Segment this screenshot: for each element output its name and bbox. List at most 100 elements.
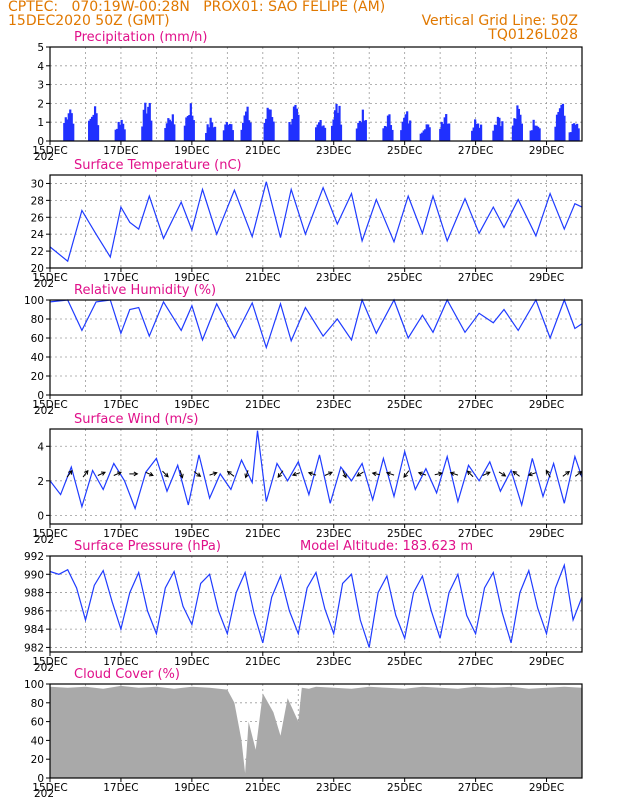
x-tick-label: 15DEC xyxy=(32,782,67,794)
precip-bar xyxy=(269,109,272,141)
precip-bar xyxy=(116,128,119,141)
wind-arrow xyxy=(434,472,443,476)
precip-bar xyxy=(147,106,150,141)
wind-arrow xyxy=(562,471,570,477)
precip-bar xyxy=(144,102,147,141)
precip-bar xyxy=(117,121,120,141)
precip-bar xyxy=(336,112,340,141)
series-line xyxy=(49,298,583,350)
precip-bar xyxy=(291,118,294,141)
precip-bar xyxy=(382,128,385,141)
x-tick-label: 27DEC xyxy=(458,782,493,794)
precip-bar xyxy=(495,124,498,141)
panel-frame xyxy=(49,555,583,653)
precip-bar xyxy=(403,117,406,141)
x-tick-label: 19DEC xyxy=(174,528,209,540)
y-tick-label: 4 xyxy=(37,441,44,453)
precip-bar xyxy=(288,122,291,141)
wind-arrow-head xyxy=(501,472,507,477)
wind-arrow-head xyxy=(133,471,139,477)
x-tick-label: 21DEC xyxy=(245,145,280,157)
y-tick-label: 986 xyxy=(24,606,44,618)
precip-bar xyxy=(268,109,271,141)
wind-arrow-head xyxy=(437,471,443,477)
precip-bar xyxy=(439,128,442,141)
precip-bar xyxy=(475,123,478,141)
series-line xyxy=(49,181,583,263)
panel-title: Surface Temperature (nC) xyxy=(74,158,242,173)
precip-bar xyxy=(339,124,343,141)
x-tick-label: 29DEC xyxy=(529,528,564,540)
x-tick-label: 25DEC xyxy=(387,528,422,540)
precip-bar xyxy=(271,117,274,141)
precip-bar xyxy=(477,123,480,141)
precip-bar xyxy=(520,123,523,141)
x-year-partial: 202 xyxy=(34,788,54,800)
precip-bar xyxy=(519,114,522,141)
wind-arrow-head xyxy=(196,472,202,477)
wind-arrow-head xyxy=(277,473,282,478)
y-tick-label: 0 xyxy=(37,390,44,402)
precip-bar xyxy=(72,123,75,141)
x-tick-label: 19DEC xyxy=(174,145,209,157)
precip-bar xyxy=(355,128,358,141)
panel-annotation: Model Altitude: 183.623 m xyxy=(300,539,473,554)
precip-bar xyxy=(224,124,227,141)
precip-bar xyxy=(440,121,443,141)
precip-bar xyxy=(323,127,327,141)
y-tick-label: 2 xyxy=(37,476,44,488)
precip-bar xyxy=(272,121,275,141)
y-tick-label: 100 xyxy=(24,295,44,307)
y-tick-label: 5 xyxy=(37,42,44,54)
precip-bar xyxy=(409,120,412,141)
x-tick-label: 21DEC xyxy=(245,528,280,540)
x-tick-label: 25DEC xyxy=(387,399,422,411)
precip-bar xyxy=(332,119,335,141)
precip-bar xyxy=(294,104,297,141)
wind-arrow xyxy=(498,471,506,477)
panel-frame xyxy=(49,174,583,269)
series-line xyxy=(49,562,583,648)
x-tick-label: 27DEC xyxy=(458,656,493,668)
y-tick-label: 26 xyxy=(31,212,45,224)
precip-bar xyxy=(228,123,231,141)
y-tick-label: 100 xyxy=(24,679,44,691)
precip-bar xyxy=(388,114,391,141)
precip-bar xyxy=(472,127,475,141)
wind-arrow-head xyxy=(100,471,106,476)
y-tick-label: 0 xyxy=(37,136,44,148)
precip-bar xyxy=(492,130,495,141)
wind-arrow xyxy=(418,472,427,476)
precip-bar xyxy=(69,109,72,141)
x-tick-label: 27DEC xyxy=(458,145,493,157)
wind-arrow xyxy=(372,472,381,476)
wind-arrow-head xyxy=(68,469,73,475)
precip-bar xyxy=(320,126,324,141)
x-year-partial: 202 xyxy=(34,534,54,546)
x-tick-label: 21DEC xyxy=(245,399,280,411)
panel-frame xyxy=(49,428,583,525)
wind-arrow-head xyxy=(403,473,408,478)
precip-bar xyxy=(171,114,174,141)
precip-bar xyxy=(568,132,571,141)
x-tick-label: 19DEC xyxy=(174,272,209,284)
precip-bar xyxy=(96,125,100,141)
y-tick-label: 24 xyxy=(31,229,45,241)
precip-bar xyxy=(186,115,189,141)
precip-bar xyxy=(315,127,318,141)
y-tick-label: 22 xyxy=(31,246,44,258)
precip-bar xyxy=(148,102,151,141)
precip-bar xyxy=(295,108,299,141)
precip-bar xyxy=(205,133,208,141)
x-tick-label: 25DEC xyxy=(387,782,422,794)
wind-arrow xyxy=(179,469,183,478)
precip-bar xyxy=(95,113,98,141)
y-tick-label: 80 xyxy=(31,698,44,710)
wind-arrow xyxy=(97,471,106,476)
precip-bar xyxy=(88,120,91,141)
header-grid-line: Vertical Grid Line: 50Z xyxy=(421,13,578,29)
precip-bar xyxy=(322,125,325,141)
wind-arrow-head xyxy=(164,472,169,478)
x-tick-label: 29DEC xyxy=(529,782,564,794)
